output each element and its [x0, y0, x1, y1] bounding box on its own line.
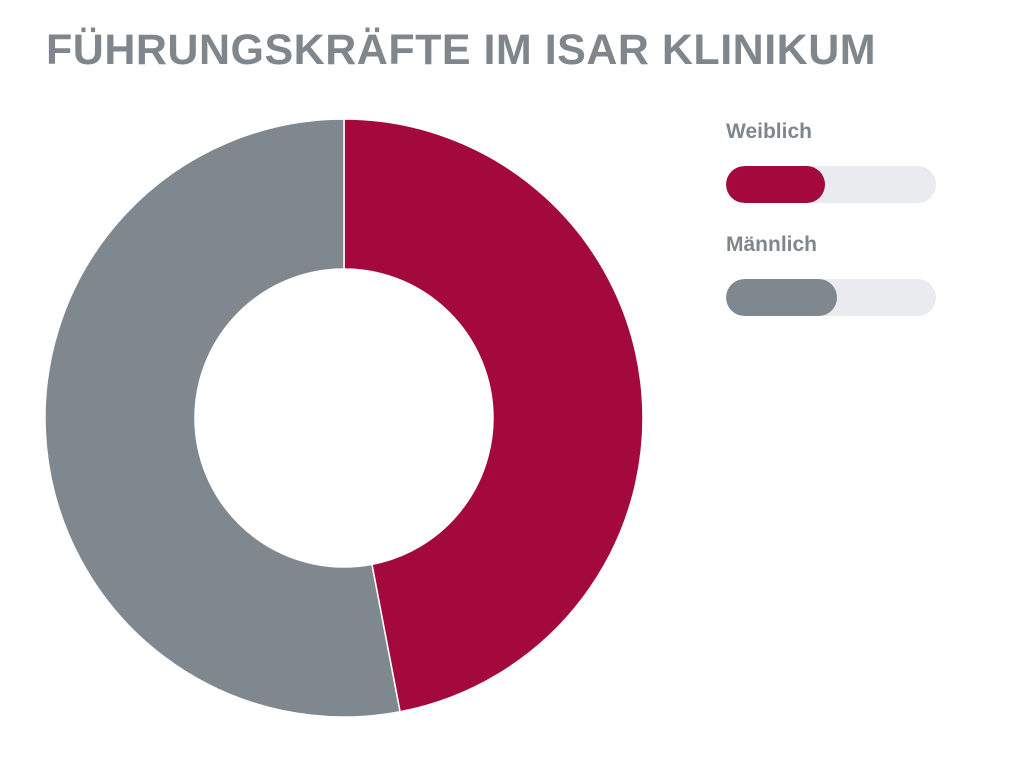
donut-slice-weiblich: [343, 118, 644, 713]
legend-bar-track-weiblich: [726, 166, 936, 203]
legend-label-weiblich: Weiblich: [726, 120, 812, 143]
legend-item-maennlich: Männlich: [726, 231, 936, 316]
legend-label-maennlich: Männlich: [726, 233, 818, 256]
legend-bar-fill-maennlich: [726, 279, 838, 316]
donut-slices: [44, 118, 644, 718]
legend-item-weiblich: Weiblich: [726, 118, 936, 203]
legend: Weiblich Männlich: [726, 118, 936, 344]
donut-slice-maennlich: [44, 118, 401, 718]
legend-bar-fill-weiblich: [726, 166, 825, 203]
donut-chart: [44, 118, 644, 718]
legend-bar-track-maennlich: [726, 279, 936, 316]
chart-title: FÜHRUNGSKRÄFTE IM ISAR KLINIKUM: [46, 26, 877, 74]
